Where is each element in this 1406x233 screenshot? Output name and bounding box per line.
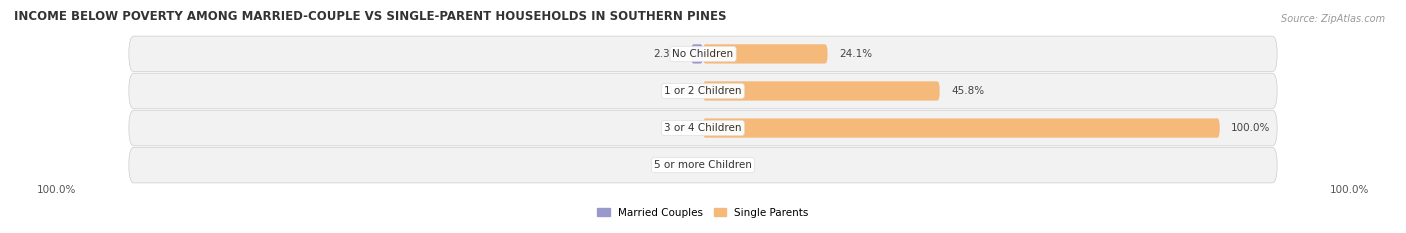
Legend: Married Couples, Single Parents: Married Couples, Single Parents [593, 203, 813, 222]
Text: No Children: No Children [672, 49, 734, 59]
Text: 100.0%: 100.0% [1232, 123, 1271, 133]
FancyBboxPatch shape [703, 118, 1219, 138]
FancyBboxPatch shape [129, 110, 1277, 146]
Text: 45.8%: 45.8% [950, 86, 984, 96]
Text: 2.3%: 2.3% [654, 49, 679, 59]
FancyBboxPatch shape [703, 44, 828, 64]
FancyBboxPatch shape [129, 36, 1277, 72]
Text: 0.0%: 0.0% [665, 123, 692, 133]
Text: 0.0%: 0.0% [665, 86, 692, 96]
Text: 100.0%: 100.0% [37, 185, 76, 195]
Text: INCOME BELOW POVERTY AMONG MARRIED-COUPLE VS SINGLE-PARENT HOUSEHOLDS IN SOUTHER: INCOME BELOW POVERTY AMONG MARRIED-COUPL… [14, 10, 727, 23]
Text: 1 or 2 Children: 1 or 2 Children [664, 86, 742, 96]
FancyBboxPatch shape [692, 44, 703, 64]
Text: 100.0%: 100.0% [1330, 185, 1369, 195]
Text: 3 or 4 Children: 3 or 4 Children [664, 123, 742, 133]
Text: 24.1%: 24.1% [839, 49, 872, 59]
Text: 5 or more Children: 5 or more Children [654, 160, 752, 170]
FancyBboxPatch shape [129, 147, 1277, 183]
FancyBboxPatch shape [703, 81, 939, 101]
Text: Source: ZipAtlas.com: Source: ZipAtlas.com [1281, 14, 1385, 24]
Text: 0.0%: 0.0% [665, 160, 692, 170]
FancyBboxPatch shape [129, 73, 1277, 109]
Text: 0.0%: 0.0% [714, 160, 741, 170]
